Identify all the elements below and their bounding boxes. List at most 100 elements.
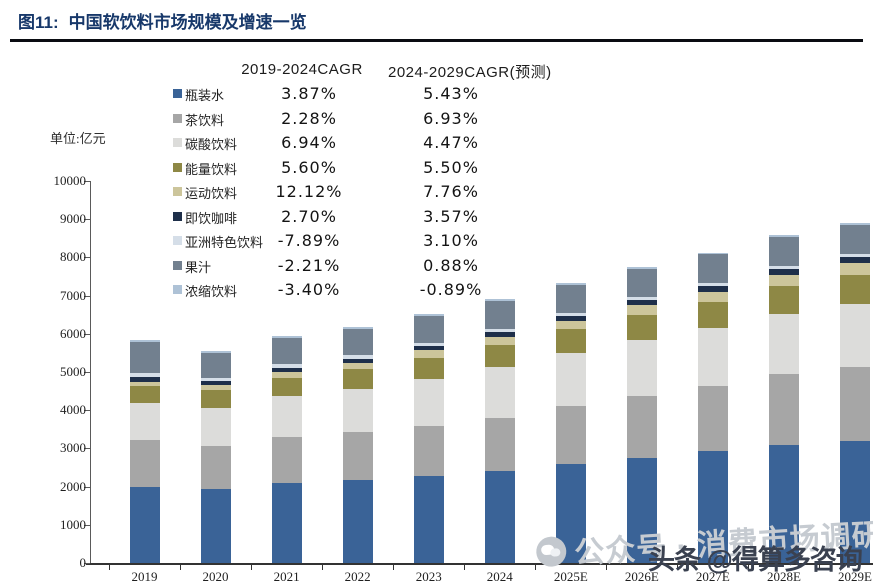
y-axis-tick [84,524,90,526]
legend-item-即饮咖啡: 即饮咖啡 2.70% 3.57% [173,207,513,229]
legend-label: 瓶装水 [185,88,225,103]
cagr-2019-2024-value: 2.28% [281,108,337,128]
legend-color-chip [173,285,182,294]
y-axis-tick-label: 7000 [60,287,86,303]
bar-segment-茶饮料-2023 [413,425,444,476]
cagr-2019-2024-value: 2.70% [281,206,337,226]
bar-segment-碳酸饮料-2025E [555,353,586,407]
cagr-2019-2024-value: 5.60% [281,157,337,177]
y-axis-tick [84,181,90,182]
y-axis-tick [84,257,90,259]
x-axis-category-label: 2027E [695,569,730,582]
bar-segment-瓶装水-2028E [768,445,799,563]
bar-segment-碳酸饮料-2026E [626,339,657,397]
cagr-2024-2029-value: 4.47% [423,133,479,152]
legend-label: 茶饮料 [185,112,225,128]
bar-segment-茶饮料-2021 [271,436,302,483]
x-axis-category-label: 2021 [273,569,300,582]
bar-segment-亚洲特色饮料-2023 [413,342,444,346]
x-axis-category-label: 2024 [486,569,513,582]
bar-segment-亚洲特色饮料-2019 [129,373,160,378]
bar-segment-瓶装水-2029E [840,440,870,563]
legend-color-chip [173,89,182,98]
y-axis-tick [84,410,90,412]
x-axis-tick [180,565,182,570]
legend-item-瓶装水: 瓶装水 3.87% 5.43% [173,84,513,106]
bar-segment-碳酸饮料-2020 [200,407,231,447]
bar-segment-浓缩饮料-2027E [697,252,728,255]
bar-segment-果汁-2027E [697,254,728,284]
x-axis-tick [535,565,537,570]
bar-segment-能量饮料-2019 [129,386,160,404]
bar-segment-能量饮料-2021 [271,377,302,397]
bar-segment-亚洲特色饮料-2028E [768,266,799,270]
bar-segment-瓶装水-2027E [697,451,728,563]
legend-item-茶饮料: 茶饮料 2.28% 6.93% [173,109,513,131]
bar-segment-果汁-2021 [271,337,302,365]
cagr-2019-2024-value: -3.40% [277,280,341,299]
x-axis-tick [322,565,324,570]
bar-segment-能量饮料-2028E [768,285,799,314]
y-axis-tick-label: 0 [79,555,87,570]
bar-segment-即饮咖啡-2029E [840,257,870,263]
cagr-2024-2029-value: 3.57% [423,206,479,226]
legend-color-chip [173,260,182,270]
bar-segment-碳酸饮料-2023 [413,378,444,426]
legend-color-chip [173,162,182,172]
bar-segment-瓶装水-2021 [271,482,302,563]
legend-label: 亚洲特色饮料 [185,235,264,250]
bar-segment-茶饮料-2025E [555,406,586,464]
bar-segment-浓缩饮料-2019 [129,339,160,342]
bar-segment-茶饮料-2029E [840,367,870,441]
watermark-dark-text: 头条 @得算多咨询 [648,545,863,575]
legend-color-chip [173,211,182,221]
bar-segment-瓶装水-2026E [626,457,657,563]
bar-segment-运动饮料-2020 [200,385,231,391]
bar-segment-运动饮料-2029E [840,262,870,275]
bar-segment-运动饮料-2025E [555,320,586,330]
bar-segment-亚洲特色饮料-2025E [555,312,586,316]
title-divider-rule [10,39,863,42]
bar-segment-浓缩饮料-2024 [484,299,515,301]
x-axis-category-label: 2022 [344,569,371,582]
bar-segment-浓缩饮料-2026E [626,266,657,269]
bar-segment-即饮咖啡-2019 [129,377,160,382]
figure-number-label: 图11: [18,13,59,32]
y-axis-tick-label: 9000 [60,211,86,227]
bar-segment-碳酸饮料-2021 [271,396,302,437]
x-axis-tick [393,565,395,570]
y-axis-line [90,181,91,563]
y-axis-tick [84,563,90,564]
bar-segment-能量饮料-2025E [555,329,586,354]
bar-segment-运动饮料-2023 [413,350,444,358]
legend-color-chip [173,187,182,196]
y-axis-tick-label: 6000 [60,325,86,341]
y-axis-tick-label: 3000 [60,440,86,456]
y-axis-tick-label: 4000 [60,402,86,418]
page-title: 图11: 中国软饮料市场规模及增速一览 [18,8,307,33]
cagr-2024-2029-value: 0.88% [423,255,479,275]
legend-item-能量饮料: 能量饮料 5.60% 5.50% [173,158,513,180]
bar-segment-浓缩饮料-2021 [271,335,302,338]
cagr-2019-2024-value: 6.94% [281,133,337,152]
bar-segment-亚洲特色饮料-2021 [271,364,302,368]
x-axis-category-label: 2025E [553,569,588,582]
bar-segment-运动饮料-2028E [768,274,799,286]
legend-label: 果汁 [185,259,212,275]
bar-segment-运动饮料-2021 [271,372,302,378]
bar-segment-茶饮料-2022 [342,431,373,480]
cagr-2019-2024-value: 3.87% [281,84,337,103]
bar-segment-果汁-2020 [200,352,231,378]
cagr-2024-2029-value: 5.43% [423,84,479,103]
bar-segment-能量饮料-2029E [840,274,870,305]
y-axis-tick [84,486,90,488]
bar-segment-茶饮料-2027E [697,386,728,452]
bar-segment-果汁-2025E [555,284,586,313]
figure-title-text: 中国软饮料市场规模及增速一览 [68,13,307,32]
bar-segment-果汁-2023 [413,315,444,343]
bar-segment-亚洲特色饮料-2022 [342,355,373,359]
legend-label: 即饮咖啡 [185,210,238,226]
x-axis-tick [606,565,608,570]
bar-segment-果汁-2026E [626,268,657,298]
